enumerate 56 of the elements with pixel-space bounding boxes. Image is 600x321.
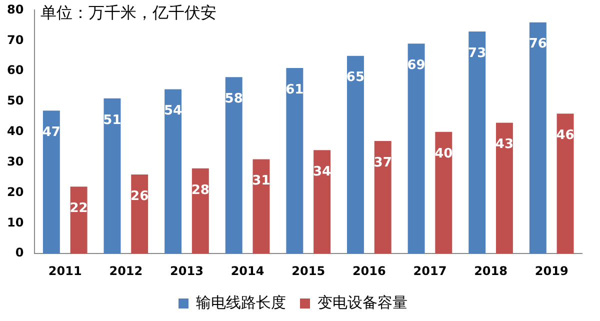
data-label: 65 [346,70,365,86]
y-tick-label: 30 [6,154,24,168]
x-tick-label: 2015 [292,264,326,278]
bar [314,150,331,254]
data-label: 28 [191,182,210,198]
data-label: 61 [286,82,304,98]
bar [131,174,148,254]
x-tick-label: 2017 [413,264,447,278]
data-label: 43 [495,137,514,152]
bar [192,168,209,254]
bar [286,68,304,254]
y-tick-label: 40 [6,124,24,138]
bar [42,110,60,254]
bar [408,44,425,254]
bar [252,159,270,254]
x-tick-label: 2019 [534,264,568,278]
x-tick-label: 2013 [170,264,204,278]
y-tick-label: 10 [6,215,24,230]
x-tick-label: 2014 [230,264,264,278]
y-tick-label: 50 [6,94,24,108]
data-label: 47 [42,124,60,140]
y-tick-label: 80 [6,2,24,16]
y-tick-label: 70 [6,32,24,47]
bar [496,122,513,254]
bar [70,186,88,254]
legend-label: 变电设备容量 [318,293,408,312]
data-label: 76 [528,36,547,52]
data-label: 58 [224,92,243,107]
data-label: 51 [103,112,122,128]
legend-label: 输电线路长度 [196,293,286,312]
bar [435,132,452,254]
bar [468,32,486,254]
data-label: 34 [312,164,332,180]
x-tick-label: 2011 [48,264,82,278]
bar [164,89,182,254]
data-label: 31 [252,174,270,189]
x-tick-label: 2016 [352,264,386,278]
y-axis-title: 单位：万千米，亿千伏安 [40,3,217,22]
bar [225,77,242,254]
data-label: 54 [164,104,182,119]
bar [346,56,364,254]
y-tick-label: 60 [6,63,24,78]
data-label: 40 [434,146,453,162]
bar [529,22,546,254]
data-label: 69 [407,58,426,74]
data-label: 37 [374,155,392,170]
data-label: 73 [468,46,486,61]
data-label: 26 [130,188,149,204]
x-tick-label: 2012 [109,264,143,278]
x-tick-label: 2018 [474,264,508,278]
y-tick-label: 20 [6,184,24,199]
data-label: 22 [70,201,88,216]
bar [374,141,392,254]
bar [104,98,121,254]
bar [556,114,574,254]
y-tick-label: 0 [15,246,24,260]
